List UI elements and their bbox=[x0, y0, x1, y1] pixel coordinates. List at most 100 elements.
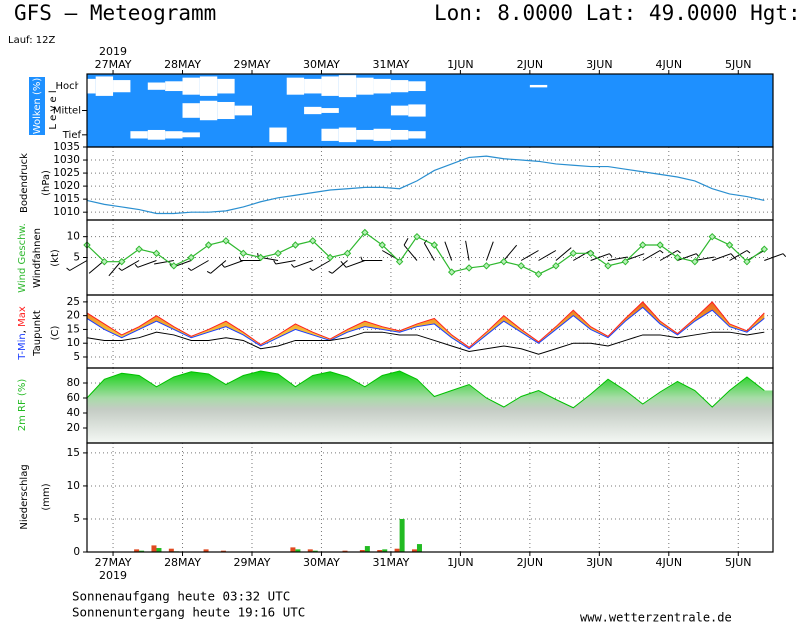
wind-marker bbox=[465, 264, 473, 272]
x-tick-label: 30MAY bbox=[303, 58, 340, 71]
wind-barb bbox=[66, 260, 88, 271]
wind-barb bbox=[642, 250, 664, 261]
wind-marker bbox=[187, 253, 195, 262]
cloud-block bbox=[304, 78, 322, 94]
cloud-block bbox=[304, 106, 322, 115]
wind-barb bbox=[154, 260, 174, 265]
panel-border bbox=[86, 294, 774, 369]
precip-bar bbox=[416, 544, 422, 552]
precip-bar bbox=[342, 550, 348, 552]
wind-marker bbox=[309, 237, 317, 245]
wind-marker bbox=[274, 249, 282, 258]
y-tick-label: 10 bbox=[67, 231, 80, 243]
precip-bar bbox=[156, 548, 162, 552]
x-tick-label: 29MAY bbox=[234, 58, 271, 71]
wind-barb bbox=[659, 250, 681, 261]
wind-marker bbox=[135, 245, 143, 253]
year-top: 2019 bbox=[99, 45, 127, 58]
cloud-block bbox=[182, 103, 200, 118]
wind-marker bbox=[708, 232, 716, 241]
y-tick-label: 20 bbox=[67, 310, 80, 322]
wind-marker bbox=[395, 257, 404, 266]
y-label: Wind Geschw. bbox=[17, 223, 28, 293]
wind-marker bbox=[361, 228, 369, 237]
wind-marker bbox=[534, 270, 543, 278]
wind-barb bbox=[485, 241, 494, 261]
series-line bbox=[86, 370, 765, 409]
y-label: L e v e l bbox=[48, 90, 59, 129]
y-tick-label: 40 bbox=[67, 407, 80, 419]
x-tick-label: 2JUN bbox=[517, 58, 544, 71]
wind-marker bbox=[170, 262, 178, 270]
wind-barb bbox=[328, 260, 348, 274]
cloud-block bbox=[356, 129, 374, 140]
x-tick-label: 2JUN bbox=[517, 556, 544, 569]
y-tick-label: 20 bbox=[67, 422, 80, 434]
location: Lon: 8.0000 Lat: 49.0000 Hgt: 17 bbox=[434, 1, 800, 25]
precip-bar bbox=[134, 549, 140, 552]
y-tick-label: 10 bbox=[67, 480, 80, 492]
wind-marker bbox=[691, 257, 699, 266]
wind-marker bbox=[482, 262, 491, 270]
cloud-block bbox=[130, 131, 148, 139]
y-label: Windfahnen bbox=[32, 228, 43, 288]
wind-barb bbox=[360, 256, 383, 261]
wind-marker bbox=[517, 262, 525, 270]
cloud-block bbox=[286, 77, 305, 95]
wind-barb bbox=[712, 253, 737, 261]
y-tick-label: 60 bbox=[67, 392, 80, 404]
precip-bar bbox=[290, 547, 296, 552]
wind-barb bbox=[309, 260, 331, 271]
cloud-block bbox=[199, 100, 218, 121]
cloud-block bbox=[147, 82, 166, 90]
wind-marker bbox=[204, 241, 213, 249]
precip-bar bbox=[364, 546, 370, 552]
wind-barb bbox=[764, 253, 787, 261]
y-label-part: , bbox=[17, 330, 28, 333]
cloud-block bbox=[182, 77, 200, 95]
cloud-block bbox=[373, 128, 391, 141]
wind-barb bbox=[206, 260, 227, 274]
wind-marker bbox=[378, 241, 386, 249]
cloud-block bbox=[338, 127, 357, 143]
y-tick-label: 15 bbox=[67, 447, 80, 459]
x-tick-label: 4JUN bbox=[656, 556, 683, 569]
x-tick-label: 4JUN bbox=[656, 58, 683, 71]
cloud-block bbox=[165, 131, 183, 139]
wind-barb bbox=[538, 250, 557, 261]
y-tick-label: 1030 bbox=[53, 154, 80, 166]
cloud-block bbox=[390, 80, 409, 93]
cloud-block bbox=[408, 131, 426, 139]
wind-marker bbox=[639, 241, 647, 249]
series-line bbox=[86, 301, 765, 348]
y-label: T-Min, Max bbox=[17, 306, 28, 361]
y-tick-label: 1035 bbox=[53, 141, 80, 153]
wind-marker bbox=[343, 249, 352, 258]
x-tick-label: 30MAY bbox=[303, 556, 340, 569]
wind-barb bbox=[520, 250, 539, 261]
wind-barb bbox=[118, 260, 140, 271]
wind-marker bbox=[413, 232, 421, 241]
wind-barb bbox=[729, 250, 751, 261]
cloud-block bbox=[529, 84, 548, 88]
wind-marker bbox=[586, 249, 595, 258]
wind-marker bbox=[291, 241, 300, 249]
cloud-block bbox=[338, 75, 357, 98]
panel-border bbox=[86, 442, 774, 553]
year-bottom: 2019 bbox=[99, 569, 127, 582]
wind-marker bbox=[256, 253, 265, 262]
wind-barb bbox=[134, 260, 157, 268]
series-line bbox=[86, 155, 765, 215]
wind-marker bbox=[569, 249, 577, 258]
y-label: (mm) bbox=[41, 483, 52, 510]
wind-barb bbox=[503, 244, 518, 261]
panel-border bbox=[86, 146, 774, 221]
wind-barb bbox=[444, 241, 453, 261]
y-label-part: T-Min bbox=[17, 333, 28, 361]
x-tick-label: 27MAY bbox=[95, 556, 132, 569]
y-label: Wolken (%) bbox=[32, 78, 43, 135]
cloud-block bbox=[217, 101, 235, 120]
x-tick-label: 5JUN bbox=[725, 556, 752, 569]
cloud-block bbox=[234, 105, 252, 116]
